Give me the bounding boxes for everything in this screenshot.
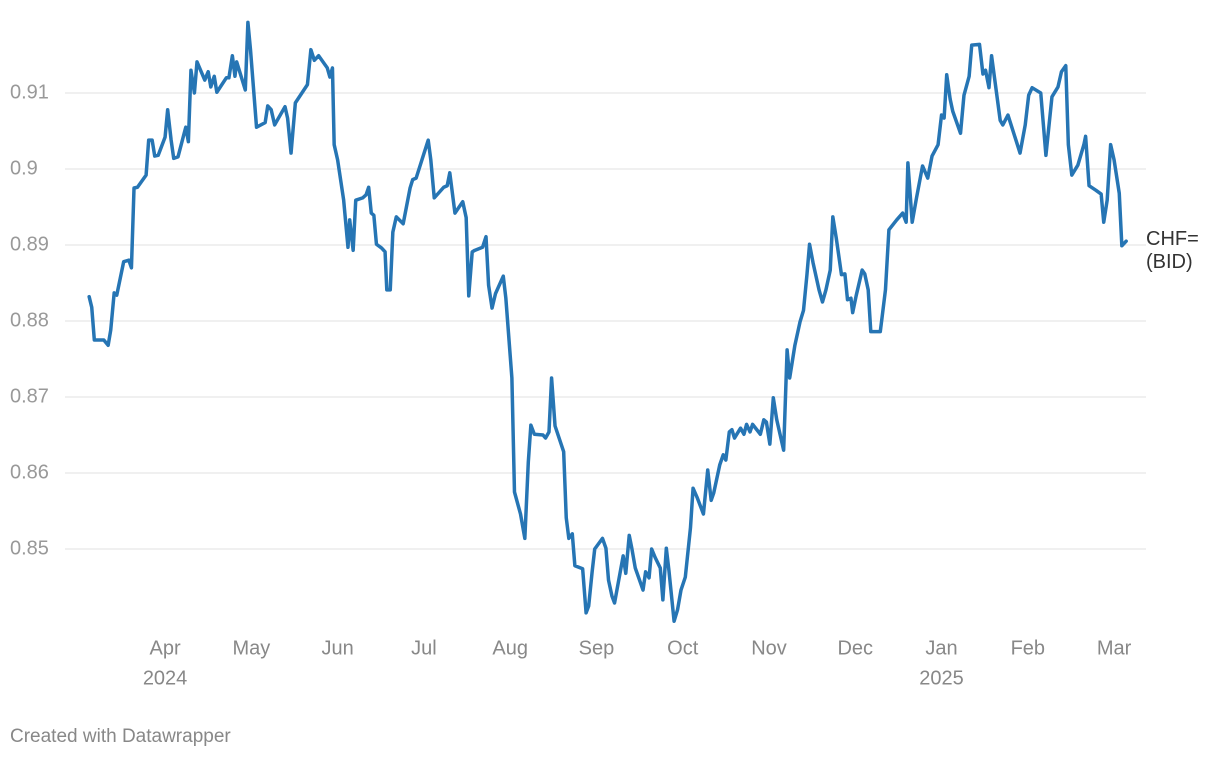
series-label: CHF= (BID) [1146, 228, 1199, 273]
y-tick-label: 0.9 [10, 157, 38, 179]
x-tick-label: Mar [1097, 637, 1132, 659]
y-tick-label: 0.86 [10, 461, 49, 483]
year-label: 2025 [919, 667, 964, 689]
x-tick-label: Nov [751, 637, 787, 659]
y-tick-label: 0.88 [10, 309, 49, 331]
x-tick-label: Oct [667, 637, 699, 659]
x-tick-label: Apr [150, 637, 181, 659]
x-tick-label: Jul [411, 637, 437, 659]
y-tick-label: 0.87 [10, 385, 49, 407]
credit: Created with Datawrapper [10, 726, 231, 747]
x-tick-label: Dec [837, 637, 873, 659]
year-label: 2024 [143, 667, 188, 689]
line [87, 20, 1128, 623]
x-tick-label: May [232, 637, 270, 659]
x-tick-label: Sep [579, 637, 615, 659]
x-tick-label: Feb [1011, 637, 1045, 659]
y-tick-label: 0.89 [10, 233, 49, 255]
x-tick-label: Aug [492, 637, 528, 659]
y-tick-label: 0.85 [10, 537, 49, 559]
x-tick-label: Jan [925, 637, 957, 659]
y-tick-label: 0.91 [10, 81, 49, 103]
x-tick-label: Jun [321, 637, 353, 659]
